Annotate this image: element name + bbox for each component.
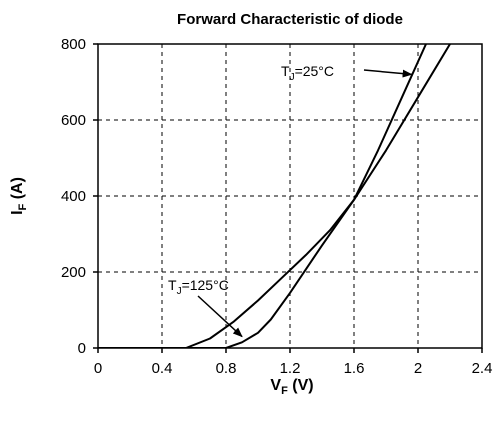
y-tick-label: 400 bbox=[61, 188, 86, 205]
x-axis-label-subscript: F bbox=[281, 385, 288, 397]
y-axis-label-main: I bbox=[9, 210, 26, 214]
y-tick-label: 200 bbox=[61, 264, 86, 281]
x-tick-label: 0.8 bbox=[216, 360, 237, 377]
y-tick-label: 600 bbox=[61, 112, 86, 129]
series-layer bbox=[98, 44, 451, 348]
chart-title: Forward Characteristic of diode bbox=[177, 11, 403, 28]
x-axis-label: VF (V) bbox=[270, 377, 313, 397]
y-axis-label-subscript: F bbox=[17, 203, 29, 210]
x-tick-label: 2 bbox=[414, 360, 422, 377]
x-tick-label: 1.2 bbox=[280, 360, 301, 377]
series-line-2 bbox=[186, 44, 451, 348]
annotations: TJ=25°C TJ=125°C bbox=[168, 63, 413, 338]
x-axis-label-main: V bbox=[270, 377, 281, 394]
grid bbox=[98, 44, 482, 348]
x-tick-label: 1.6 bbox=[344, 360, 365, 377]
series-line-1 bbox=[98, 44, 427, 348]
annotation-arrow bbox=[363, 69, 413, 78]
annotation-arrow bbox=[197, 295, 243, 338]
annotation-label: TJ=25°C bbox=[281, 63, 334, 83]
x-tick-label: 0.4 bbox=[152, 360, 173, 377]
tick-labels: 0 0.4 0.8 1.2 1.6 2 2.4 0 200 400 600 800 bbox=[61, 36, 492, 377]
axes bbox=[93, 43, 483, 353]
y-axis-label: IF (A) bbox=[9, 177, 29, 215]
y-tick-label: 0 bbox=[78, 340, 86, 357]
annotation-label: TJ=125°C bbox=[168, 277, 229, 297]
x-axis-label-unit: (V) bbox=[288, 377, 314, 394]
y-axis-label-unit: (A) bbox=[9, 177, 26, 204]
x-tick-label: 2.4 bbox=[472, 360, 493, 377]
x-tick-label: 0 bbox=[94, 360, 102, 377]
y-tick-label: 800 bbox=[61, 36, 86, 53]
